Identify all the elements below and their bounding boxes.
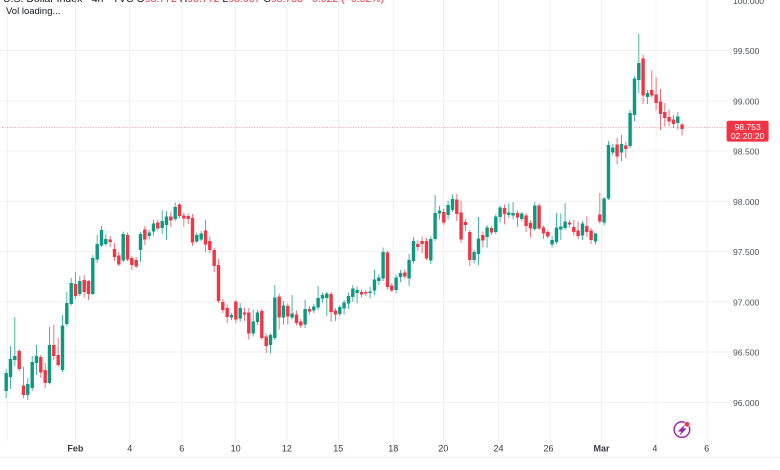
svg-text:96.500: 96.500	[733, 348, 760, 358]
svg-text:10: 10	[231, 444, 241, 454]
svg-text:18: 18	[388, 444, 398, 454]
svg-text:12: 12	[282, 444, 292, 454]
svg-text:24: 24	[493, 444, 503, 454]
svg-text:97.000: 97.000	[733, 297, 760, 307]
svg-text:26: 26	[543, 444, 553, 454]
svg-text:100.000: 100.000	[733, 0, 764, 6]
svg-text:4: 4	[652, 444, 657, 454]
svg-text:02:20:20: 02:20:20	[731, 131, 765, 141]
svg-text:Mar: Mar	[593, 444, 610, 454]
svg-text:U.S. Dollar Index · 4h · TVC: U.S. Dollar Index · 4h · TVC O98.772 H98…	[3, 0, 384, 5]
svg-text:Feb: Feb	[67, 444, 84, 454]
svg-text:6: 6	[704, 444, 709, 454]
svg-text:Vol loading...: Vol loading...	[6, 6, 60, 17]
svg-text:98.753: 98.753	[734, 122, 761, 132]
svg-text:15: 15	[333, 444, 343, 454]
svg-text:96.000: 96.000	[733, 398, 760, 408]
svg-text:99.000: 99.000	[733, 96, 760, 106]
svg-text:20: 20	[438, 444, 448, 454]
svg-text:4: 4	[127, 444, 132, 454]
svg-text:99.500: 99.500	[733, 46, 760, 56]
svg-text:97.500: 97.500	[733, 247, 760, 257]
svg-text:6: 6	[179, 444, 184, 454]
svg-text:98.500: 98.500	[733, 147, 760, 157]
svg-text:98.000: 98.000	[733, 197, 760, 207]
